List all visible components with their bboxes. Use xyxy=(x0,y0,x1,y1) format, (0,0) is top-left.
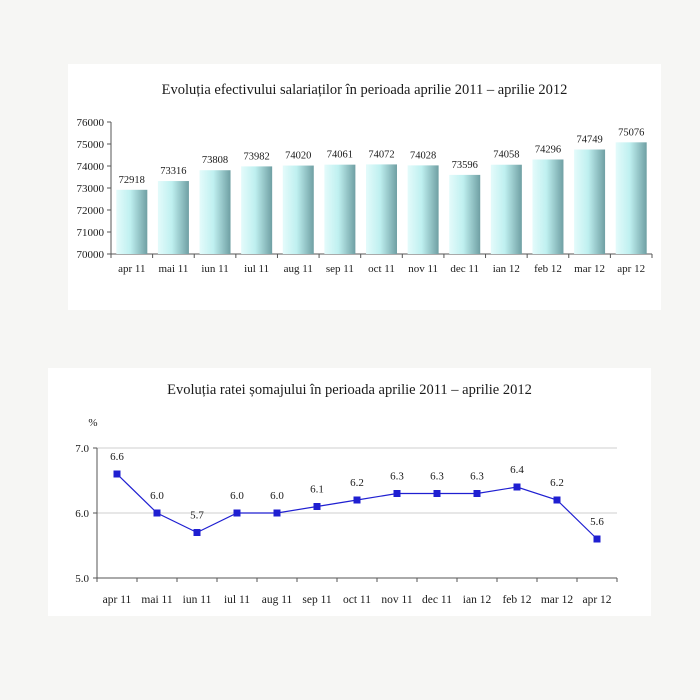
x-tick-label: oct 11 xyxy=(368,263,395,275)
bar xyxy=(574,149,606,254)
x-tick-label: sep 11 xyxy=(326,263,354,275)
bar xyxy=(449,174,481,254)
x-tick-label: mai 11 xyxy=(159,263,189,275)
y-tick-label: 70000 xyxy=(77,249,105,261)
data-point xyxy=(433,490,441,497)
x-tick-label: dec 11 xyxy=(450,263,479,275)
x-tick-label: feb 12 xyxy=(534,263,562,275)
data-point xyxy=(513,483,521,491)
x-tick-label: mar 12 xyxy=(574,263,605,275)
data-point xyxy=(313,503,321,510)
x-tick-label: ian 12 xyxy=(493,263,520,275)
unemployment-chart-panel: Evoluția ratei șomajului în perioada apr… xyxy=(48,368,651,616)
data-value-label: 6.1 xyxy=(310,484,324,496)
data-point xyxy=(553,496,561,504)
x-tick-label: sep 11 xyxy=(302,594,332,606)
data-value-label: 6.3 xyxy=(430,471,444,483)
data-value-label: 6.0 xyxy=(270,490,284,502)
x-tick-label: dec 11 xyxy=(422,594,452,606)
employees-chart-panel: Evoluția efectivului salariaților în per… xyxy=(68,64,661,310)
y-tick-label: 76000 xyxy=(77,117,105,129)
bar-value-label: 73596 xyxy=(452,160,478,171)
bar-value-label: 74296 xyxy=(535,144,561,155)
bar xyxy=(241,166,273,254)
x-tick-label: oct 11 xyxy=(343,594,371,606)
x-tick-label: mar 12 xyxy=(541,594,574,606)
data-value-label: 6.0 xyxy=(230,490,244,502)
y-tick-label: 73000 xyxy=(77,183,105,195)
bar-value-label: 74020 xyxy=(285,151,311,162)
x-tick-label: nov 11 xyxy=(408,263,438,275)
bar-value-label: 75076 xyxy=(618,127,644,138)
x-tick-label: apr 12 xyxy=(617,263,645,275)
data-point xyxy=(193,529,201,536)
data-value-label: 6.0 xyxy=(150,490,164,502)
bar-value-label: 74061 xyxy=(327,150,353,161)
bar xyxy=(615,142,647,254)
data-value-label: 6.2 xyxy=(350,477,364,489)
y-tick-label: 6.0 xyxy=(75,508,89,520)
x-tick-label: apr 11 xyxy=(118,263,145,275)
bar xyxy=(157,181,189,254)
data-value-label: 5.7 xyxy=(190,510,204,522)
y-tick-label: 71000 xyxy=(77,227,105,239)
x-tick-label: feb 12 xyxy=(502,594,531,606)
x-tick-label: nov 11 xyxy=(381,594,412,606)
y-tick-label: 75000 xyxy=(77,139,105,151)
data-point xyxy=(113,470,121,478)
x-tick-label: apr 12 xyxy=(582,594,611,606)
data-value-label: 6.6 xyxy=(110,451,124,463)
y-tick-label: 5.0 xyxy=(75,573,89,585)
x-tick-label: mai 11 xyxy=(141,594,172,606)
bar xyxy=(407,165,439,254)
x-tick-label: ian 12 xyxy=(463,594,492,606)
x-tick-label: iun 11 xyxy=(201,263,228,275)
x-tick-label: iul 11 xyxy=(244,263,269,275)
data-value-label: 6.3 xyxy=(470,471,484,483)
employees-bar-chart: 70000 71000 72000 73000 74000 75000 76000 72918… xyxy=(77,117,653,275)
bar-value-label: 73982 xyxy=(244,151,270,162)
data-point xyxy=(233,509,241,517)
bar xyxy=(116,189,148,254)
x-tick-label: aug 11 xyxy=(284,263,313,275)
bar-value-label: 74749 xyxy=(576,135,602,146)
y-tick-label: 72000 xyxy=(77,205,105,217)
bar-value-label: 72918 xyxy=(119,175,145,186)
unemployment-line-chart: % 5.0 6.0 7.0 6.6 apr 11 6.0 mai 11 5.7 iun 11 6.0… xyxy=(75,417,618,606)
data-point xyxy=(393,490,401,497)
bar xyxy=(366,164,397,254)
data-point xyxy=(593,535,601,543)
data-point xyxy=(353,496,361,504)
data-value-label: 6.4 xyxy=(510,464,524,476)
bar xyxy=(324,164,356,254)
x-tick-label: aug 11 xyxy=(262,594,293,606)
x-tick-label: iul 11 xyxy=(224,594,250,606)
data-value-label: 5.6 xyxy=(590,516,604,528)
bar-value-label: 73316 xyxy=(160,166,186,177)
data-value-label: 6.3 xyxy=(390,471,404,483)
y-unit-label: % xyxy=(88,417,97,429)
unemployment-chart-title: Evoluția ratei șomajului în perioada apr… xyxy=(167,382,532,398)
y-tick-label: 7.0 xyxy=(75,443,89,455)
bar-value-label: 73808 xyxy=(202,155,228,166)
employees-chart-title: Evoluția efectivului salariaților în per… xyxy=(161,82,568,98)
x-tick-label: apr 11 xyxy=(103,594,132,606)
y-tick-label: 74000 xyxy=(77,161,105,173)
data-point xyxy=(273,509,281,517)
bar xyxy=(282,165,314,254)
bar-value-label: 74072 xyxy=(368,149,394,160)
bar xyxy=(532,159,564,254)
bar xyxy=(490,164,522,254)
bar-value-label: 74058 xyxy=(493,150,519,161)
data-point xyxy=(473,490,481,497)
bar-value-label: 74028 xyxy=(410,150,436,161)
data-value-label: 6.2 xyxy=(550,477,564,489)
bar xyxy=(199,170,231,254)
x-tick-label: iun 11 xyxy=(183,594,212,606)
data-point xyxy=(153,509,161,517)
